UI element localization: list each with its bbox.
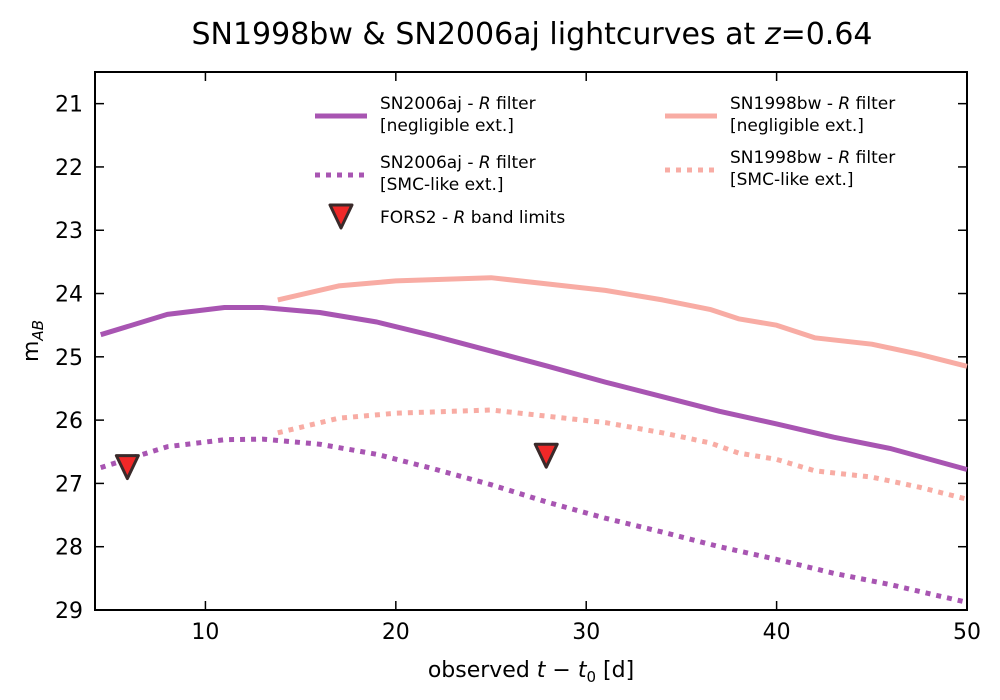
y-tick-label: 21	[55, 93, 83, 118]
x-tick-label: 20	[382, 620, 410, 645]
x-axis-label: observed t − t0 [d]	[428, 658, 634, 686]
y-tick-label: 27	[55, 472, 83, 497]
y-tick-label: 25	[55, 346, 83, 371]
x-tick-label: 40	[763, 620, 791, 645]
legend-marker-fors2	[328, 203, 354, 230]
y-tick-label: 24	[55, 283, 83, 308]
series-sn1998bw-smc	[277, 407, 968, 502]
y-tick-labels: 21 22 23 24 25 26 27 28 29	[55, 93, 83, 624]
legend-label-sn2006aj-smc: SN2006aj - R filter [SMC-like ext.]	[380, 153, 536, 195]
y-tick-label: 26	[55, 409, 83, 434]
y-tick-label: 28	[55, 536, 83, 561]
legend-label-fors2: FORS2 - R band limits	[380, 208, 565, 228]
series-sn1998bw-negligible	[277, 275, 968, 369]
series-sn2006aj-smc	[99, 436, 968, 605]
legend: SN2006aj - R filter [negligible ext.] SN2…	[315, 94, 895, 230]
series-sn2006aj-negligible	[99, 305, 968, 472]
legend-label-sn1998bw-smc: SN1998bw - R filter [SMC-like ext.]	[730, 148, 895, 190]
x-tick-labels: 10 20 30 40 50	[191, 620, 981, 645]
series-layer	[99, 275, 968, 605]
fors2-limit-marker-2	[533, 442, 559, 469]
x-tick-label: 10	[191, 620, 219, 645]
legend-label-sn2006aj-negligible: SN2006aj - R filter [negligible ext.]	[380, 94, 536, 136]
fors2-limit-marker-1	[114, 454, 140, 481]
y-tick-label: 22	[55, 156, 83, 181]
marker-layer	[114, 442, 559, 481]
x-tick-label: 50	[953, 620, 981, 645]
x-tick-label: 30	[572, 620, 600, 645]
legend-label-sn1998bw-negligible: SN1998bw - R filter [negligible ext.]	[730, 94, 895, 136]
axis-ticks	[95, 72, 968, 611]
chart-title: SN1998bw & SN2006aj lightcurves at z=0.6…	[191, 17, 872, 52]
y-tick-label: 29	[55, 599, 83, 624]
y-tick-label: 23	[55, 219, 83, 244]
y-axis-label: mAB	[19, 320, 47, 362]
